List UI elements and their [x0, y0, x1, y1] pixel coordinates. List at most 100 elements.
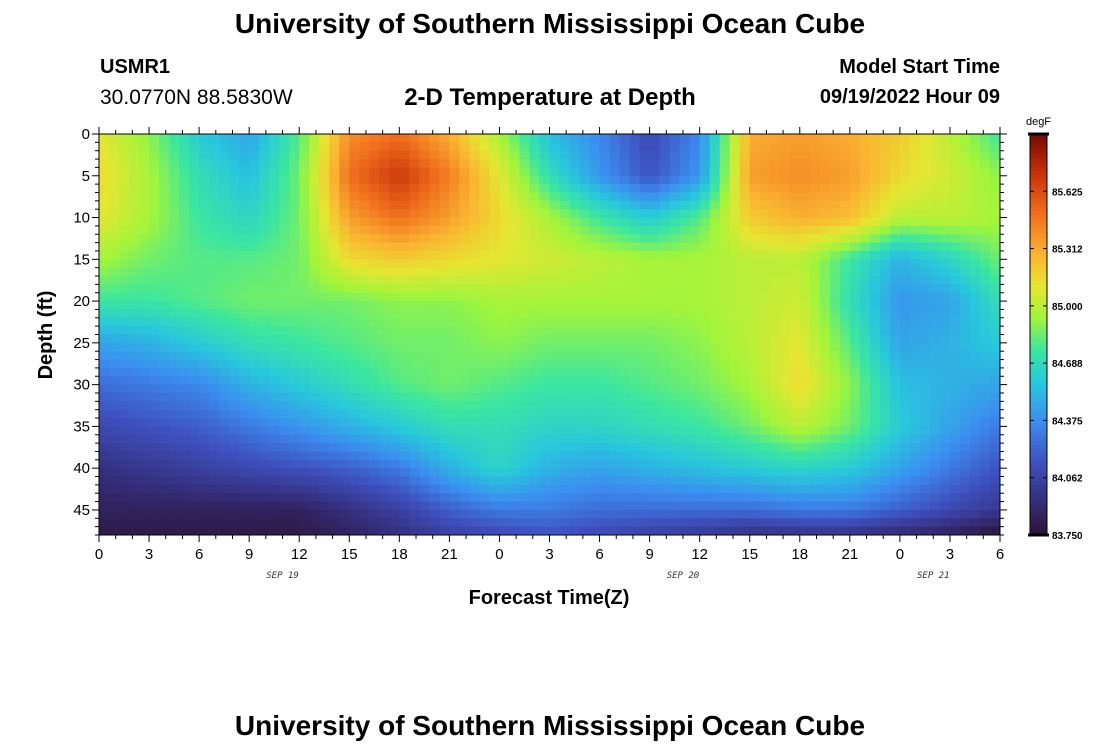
heatmap-cell	[269, 518, 280, 528]
heatmap-cell	[379, 334, 390, 344]
heatmap-cell	[279, 209, 290, 219]
heatmap-cell	[119, 326, 130, 336]
heatmap-cell	[439, 184, 450, 194]
heatmap-cell	[689, 401, 701, 411]
heatmap-cell	[539, 509, 551, 519]
heatmap-cell	[919, 284, 931, 294]
heatmap-cell	[219, 518, 230, 528]
heatmap-cell	[979, 392, 991, 402]
heatmap-cell	[359, 418, 370, 427]
heatmap-cell	[329, 434, 340, 444]
heatmap-cell	[609, 351, 621, 361]
heatmap-cell	[809, 317, 821, 327]
heatmap-cell	[279, 351, 290, 361]
heatmap-cell	[269, 134, 280, 143]
colorbar-segment	[1030, 327, 1047, 332]
heatmap-cell	[219, 376, 230, 386]
heatmap-cell	[419, 250, 430, 260]
heatmap-cell	[569, 301, 581, 311]
heatmap-cell	[879, 401, 891, 411]
heatmap-cell	[359, 509, 370, 519]
heatmap-cell	[529, 351, 541, 361]
heatmap-cell	[529, 209, 541, 219]
heatmap-cell	[279, 217, 290, 227]
heatmap-cell	[519, 159, 531, 169]
heatmap-cell	[789, 301, 801, 311]
colorbar-segment	[1030, 224, 1047, 229]
heatmap-cell	[989, 509, 1000, 519]
heatmap-cell	[389, 301, 400, 311]
heatmap-cell	[269, 250, 280, 260]
heatmap-cell	[889, 242, 901, 252]
heatmap-cell	[199, 250, 210, 260]
heatmap-cell	[929, 326, 941, 336]
heatmap-cell	[949, 342, 961, 352]
heatmap-cell	[539, 284, 551, 294]
heatmap-cell	[359, 267, 370, 277]
heatmap-cell	[539, 159, 551, 169]
heatmap	[99, 134, 1000, 535]
heatmap-cell	[179, 334, 190, 344]
heatmap-cell	[969, 309, 981, 319]
heatmap-cell	[399, 434, 410, 444]
heatmap-cell	[149, 225, 160, 235]
heatmap-cell	[229, 242, 240, 252]
heatmap-cell	[499, 159, 511, 169]
heatmap-cell	[619, 342, 631, 352]
heatmap-cell	[859, 250, 871, 260]
heatmap-cell	[419, 476, 430, 486]
heatmap-cell	[519, 426, 531, 436]
heatmap-cell	[499, 493, 511, 503]
heatmap-cell	[929, 518, 941, 528]
heatmap-cell	[799, 175, 811, 185]
heatmap-cell	[179, 484, 190, 494]
heatmap-cell	[449, 401, 460, 411]
heatmap-cell	[889, 434, 901, 444]
heatmap-cell	[319, 334, 330, 344]
colorbar-segment	[1030, 307, 1047, 312]
heatmap-cell	[269, 175, 280, 185]
heatmap-cell	[409, 443, 420, 453]
heatmap-cell	[949, 167, 961, 177]
heatmap-cell	[609, 209, 621, 219]
heatmap-cell	[839, 493, 851, 503]
heatmap-cell	[329, 426, 340, 436]
heatmap-cell	[289, 409, 300, 419]
heatmap-cell	[149, 142, 160, 152]
heatmap-cell	[419, 367, 430, 377]
heatmap-cell	[539, 292, 551, 302]
heatmap-cell	[729, 509, 741, 519]
heatmap-cell	[849, 392, 861, 402]
heatmap-cell	[579, 401, 591, 411]
heatmap-cell	[879, 242, 891, 252]
heatmap-cell	[499, 392, 511, 402]
heatmap-cell	[809, 476, 821, 486]
heatmap-cell	[239, 284, 250, 294]
colorbar-segment	[1030, 150, 1047, 155]
heatmap-cell	[459, 276, 471, 285]
heatmap-cell	[879, 200, 891, 210]
heatmap-cell	[959, 443, 971, 453]
heatmap-cell	[649, 192, 661, 202]
heatmap-cell	[539, 334, 551, 344]
heatmap-cell	[509, 401, 521, 411]
heatmap-cell	[779, 367, 791, 377]
heatmap-cell	[189, 468, 200, 478]
heatmap-cell	[569, 242, 581, 252]
heatmap-cell	[669, 250, 681, 260]
heatmap-cell	[719, 250, 731, 260]
heatmap-cell	[509, 284, 521, 294]
heatmap-cell	[99, 309, 110, 319]
heatmap-cell	[199, 434, 210, 444]
heatmap-cell	[309, 209, 320, 219]
heatmap-cell	[779, 501, 791, 511]
heatmap-cell	[689, 159, 701, 169]
heatmap-cell	[669, 217, 681, 227]
heatmap-cell	[119, 376, 130, 386]
heatmap-cell	[389, 509, 400, 519]
heatmap-cell	[949, 501, 961, 511]
heatmap-cell	[159, 434, 170, 444]
heatmap-cell	[729, 209, 741, 219]
heatmap-cell	[679, 192, 691, 202]
heatmap-cell	[969, 175, 981, 185]
